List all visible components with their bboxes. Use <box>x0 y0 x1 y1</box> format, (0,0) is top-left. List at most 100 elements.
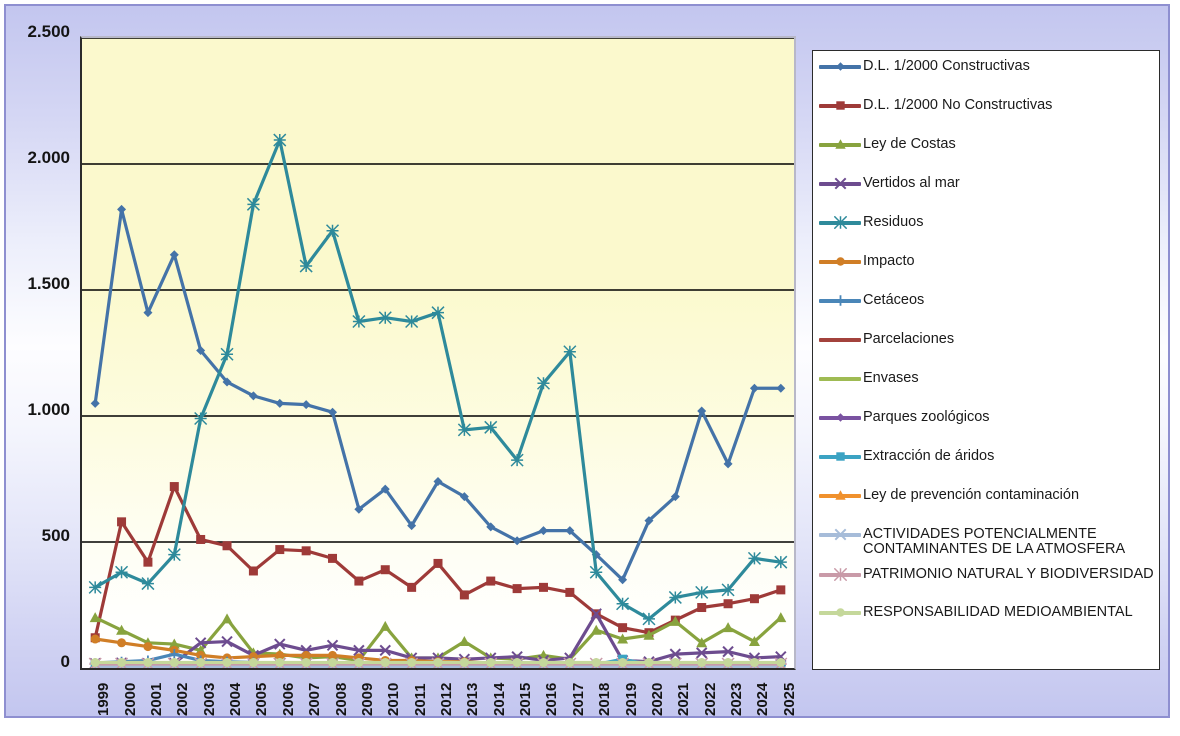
data-point-marker <box>512 536 522 546</box>
legend-key <box>817 174 863 193</box>
data-point-marker <box>695 585 709 599</box>
legend-item-label: Parcelaciones <box>863 331 955 347</box>
x-axis-tick-label: 2006 <box>279 682 297 716</box>
legend-item-label: PATRIMONIO NATURAL Y BIODIVERSIDAD <box>863 566 1154 582</box>
legend-item[interactable]: Parcelaciones <box>817 330 1155 369</box>
data-point-marker <box>536 376 551 390</box>
series-15 <box>90 657 786 667</box>
data-point-marker <box>405 314 419 329</box>
data-point-marker <box>774 555 788 569</box>
legend-key <box>817 603 863 622</box>
y-axis-tick-label: 2.000 <box>27 148 70 167</box>
data-point-marker <box>749 657 759 667</box>
legend-item[interactable]: PATRIMONIO NATURAL Y BIODIVERSIDAD <box>817 565 1155 603</box>
data-point-marker <box>618 657 628 667</box>
data-point-marker <box>749 594 759 604</box>
legend-item[interactable]: Cetáceos <box>817 291 1155 330</box>
legend-item[interactable]: Envases <box>817 369 1155 408</box>
data-point-marker <box>565 587 575 597</box>
data-point-marker <box>88 580 102 594</box>
legend-marker-icon <box>836 62 845 71</box>
data-point-marker <box>695 647 708 659</box>
x-axis-tick-label: 2013 <box>464 682 482 716</box>
x-axis-tick-label: 2015 <box>517 682 535 716</box>
legend-item-label: Envases <box>863 370 919 386</box>
data-point-marker <box>143 657 153 667</box>
x-axis-tick-label: 2001 <box>147 682 165 716</box>
data-point-marker <box>617 633 629 644</box>
data-point-marker <box>618 623 628 633</box>
legend-item[interactable]: ACTIVIDADES POTENCIALMENTE CONTAMINANTES… <box>817 525 1155 565</box>
data-point-marker <box>299 259 313 273</box>
legend-item-label: RESPONSABILIDAD MEDIOAMBIENTAL <box>863 604 1133 620</box>
data-point-marker <box>380 657 390 667</box>
legend-item[interactable]: Extracción de áridos <box>817 447 1155 486</box>
legend-item[interactable]: Vertidos al mar <box>817 174 1155 213</box>
legend-item[interactable]: Ley de Costas <box>817 135 1155 174</box>
legend-item[interactable]: D.L. 1/2000 Constructivas <box>817 57 1155 96</box>
data-point-marker <box>222 541 232 551</box>
legend-item-label: Vertidos al mar <box>863 175 960 191</box>
data-point-marker <box>486 522 496 532</box>
data-point-marker <box>221 635 233 648</box>
data-point-marker <box>196 345 206 355</box>
data-point-marker <box>670 657 680 667</box>
y-axis-tick-label: 2.500 <box>27 22 70 41</box>
data-point-marker <box>328 657 338 667</box>
x-axis-tick-label: 2007 <box>306 682 324 716</box>
legend-key <box>817 96 863 115</box>
data-point-marker <box>194 637 207 649</box>
data-point-marker <box>834 528 847 541</box>
x-axis-tick-label: 2014 <box>490 682 508 716</box>
data-point-marker <box>836 101 845 110</box>
data-point-marker <box>669 648 682 660</box>
data-point-marker <box>616 597 630 611</box>
data-point-marker <box>90 634 100 644</box>
x-axis-tick-label: 2020 <box>648 682 666 716</box>
data-point-marker <box>723 599 733 609</box>
data-point-marker <box>834 216 847 229</box>
data-point-marker <box>169 649 180 660</box>
legend-item[interactable]: Ley de prevención contaminación <box>817 486 1155 525</box>
x-axis-tick-label: 2022 <box>701 682 719 716</box>
data-point-marker <box>328 650 338 660</box>
data-point-marker <box>248 391 258 401</box>
data-point-marker <box>836 413 845 422</box>
data-point-marker <box>591 657 601 667</box>
legend-item[interactable]: Residuos <box>817 213 1155 252</box>
legend-item-label: Impacto <box>863 253 915 269</box>
data-point-marker <box>697 603 707 613</box>
legend-key <box>817 565 863 584</box>
data-point-marker <box>835 139 846 149</box>
data-point-marker <box>168 638 180 649</box>
data-point-marker <box>669 615 681 626</box>
data-point-marker <box>721 583 735 597</box>
data-point-marker <box>143 308 153 318</box>
data-point-marker <box>486 657 496 667</box>
data-point-marker <box>248 566 258 576</box>
x-axis-tick-label: 2025 <box>780 682 798 716</box>
x-axis-tick-label: 2024 <box>754 682 772 716</box>
legend-item[interactable]: RESPONSABILIDAD MEDIOAMBIENTAL <box>817 603 1155 641</box>
legend-item[interactable]: Impacto <box>817 252 1155 291</box>
legend-marker-icon <box>835 139 846 149</box>
data-point-marker <box>590 608 602 620</box>
legend-item[interactable]: Parques zoológicos <box>817 408 1155 447</box>
legend-item[interactable]: D.L. 1/2000 No Constructivas <box>817 96 1155 135</box>
data-point-marker <box>836 62 845 71</box>
legend-marker-icon <box>836 452 845 461</box>
data-point-marker <box>352 314 366 329</box>
data-point-marker <box>459 492 469 502</box>
chart-frame: 0 500 1.000 1.500 2.000 2.500 1999 2000 2001 200… <box>4 4 1170 718</box>
data-point-marker <box>722 645 734 658</box>
legend-marker-icon <box>835 490 846 500</box>
legend-marker-icon <box>834 177 847 190</box>
data-point-marker <box>457 423 471 437</box>
data-point-marker <box>220 347 234 361</box>
legend-item-label: Ley de Costas <box>863 136 956 152</box>
x-axis-tick-label: 2021 <box>675 682 693 716</box>
data-point-marker <box>273 133 287 147</box>
data-point-marker <box>169 482 179 492</box>
data-point-marker <box>834 568 847 581</box>
data-point-marker <box>274 638 286 650</box>
